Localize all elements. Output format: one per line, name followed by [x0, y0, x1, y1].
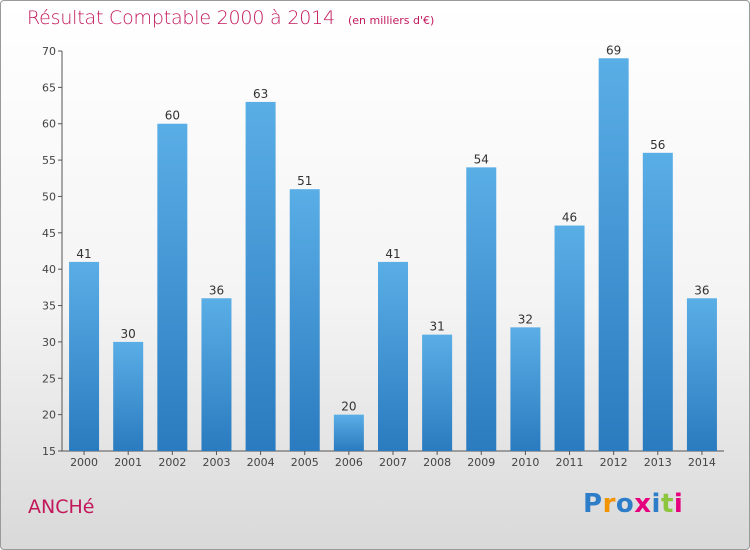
data-label-2007: 41	[385, 247, 400, 261]
x-tick-label-2012: 2012	[600, 456, 628, 469]
x-tick-label-2000: 2000	[70, 456, 98, 469]
data-label-2014: 36	[694, 283, 709, 297]
data-label-2001: 30	[121, 327, 136, 341]
data-label-2005: 51	[297, 174, 312, 188]
logo-letter: P	[583, 489, 603, 519]
bar-2000	[69, 261, 100, 451]
x-tick-label-2014: 2014	[688, 456, 716, 469]
commune-name: ANCHé	[28, 496, 95, 518]
logo-letter: i	[673, 489, 684, 519]
bar-2011	[554, 225, 585, 451]
x-tick-label-2007: 2007	[379, 456, 407, 469]
x-tick-label-2009: 2009	[467, 456, 495, 469]
bar-2005	[289, 189, 320, 451]
data-label-2000: 41	[76, 247, 91, 261]
y-tick-label: 45	[42, 227, 56, 240]
y-tick-label: 70	[42, 45, 56, 58]
bar-2003	[201, 298, 232, 451]
x-tick-label-2005: 2005	[291, 456, 319, 469]
y-tick-label: 55	[42, 154, 56, 167]
x-tick-label-2006: 2006	[335, 456, 363, 469]
bar-2004	[245, 101, 276, 451]
data-label-2012: 69	[606, 43, 621, 57]
data-label-2004: 63	[253, 87, 268, 101]
x-tick-label-2002: 2002	[158, 456, 186, 469]
data-label-2006: 20	[341, 400, 356, 414]
y-tick-label: 60	[42, 118, 56, 131]
title-row: Résultat Comptable 2000 à 2014 (en milli…	[27, 7, 434, 29]
bar-2006	[333, 414, 364, 451]
chart-subtitle: (en milliers d'€)	[347, 14, 435, 27]
logo-letter: x	[634, 489, 652, 519]
chart-title: Résultat Comptable 2000 à 2014	[27, 7, 335, 29]
logo-letter: r	[602, 489, 616, 519]
data-labels: 41 30 60 36 63 51 20 41 31 54 32 46 69 56 36	[76, 43, 709, 413]
data-label-2011: 46	[562, 211, 577, 225]
data-label-2002: 60	[165, 109, 180, 123]
bar-2014	[686, 298, 717, 451]
bar-2007	[378, 261, 408, 451]
x-tick-label-2004: 2004	[247, 456, 275, 469]
bar-2008	[422, 334, 453, 451]
x-tick-label-2010: 2010	[511, 456, 539, 469]
bar-2002	[157, 123, 188, 452]
data-label-2009: 54	[474, 152, 489, 166]
logo-letter: i	[651, 489, 661, 519]
bar-2012	[598, 58, 629, 451]
y-tick-label: 25	[42, 372, 56, 385]
bar-2013	[642, 152, 673, 451]
proxiti-logo: Proxiti	[583, 489, 683, 519]
y-tick-label: 35	[42, 300, 56, 313]
bar-2010	[510, 327, 541, 451]
y-tick-label: 40	[42, 263, 56, 276]
y-tick-label: 65	[42, 81, 56, 94]
y-tick-label: 20	[42, 409, 56, 422]
data-label-2013: 56	[650, 138, 665, 152]
x-tick-label-2011: 2011	[556, 456, 584, 469]
y-tick-label: 15	[42, 445, 56, 458]
bar-2009	[466, 167, 497, 451]
x-tick-label-2008: 2008	[423, 456, 451, 469]
data-label-2003: 36	[209, 283, 224, 297]
data-label-2010: 32	[518, 312, 533, 326]
x-tick-label-2003: 2003	[202, 456, 230, 469]
data-label-2008: 31	[429, 320, 444, 334]
x-tick-label-2001: 2001	[114, 456, 142, 469]
bars	[69, 58, 717, 452]
logo-letter: t	[660, 489, 674, 519]
logo-letter: o	[615, 489, 635, 519]
y-tick-label: 50	[42, 190, 56, 203]
bar-2001	[113, 341, 144, 451]
y-tick-label: 30	[42, 336, 56, 349]
x-tick-label-2013: 2013	[644, 456, 672, 469]
